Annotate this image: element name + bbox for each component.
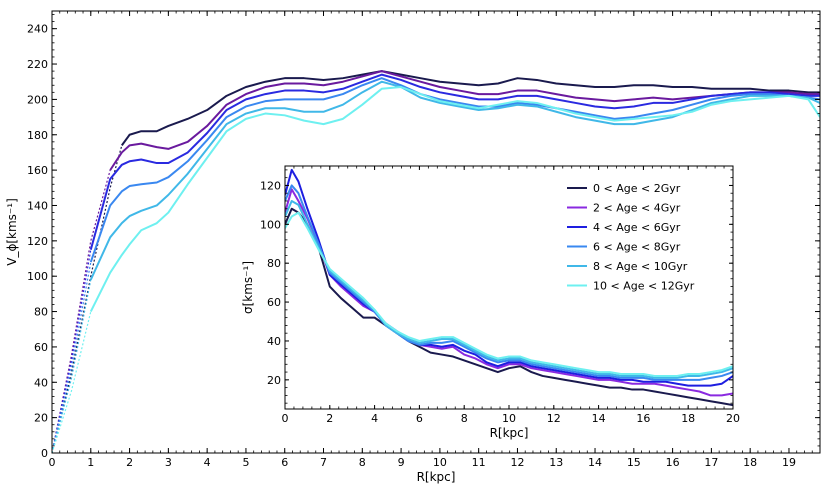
main-x-tick-label: 2 xyxy=(126,456,133,469)
main-y-tick-label: 100 xyxy=(27,270,48,283)
inset-y-ticks: 20 40 60 80 100 120 xyxy=(260,169,733,404)
legend-label: 6 < Age < 8Gyr xyxy=(593,241,681,254)
main-x-tick-label: 14 xyxy=(588,456,602,469)
inset-legend: 0 < Age < 2Gyr 2 < Age < 4Gyr 4 < Age < 6G… xyxy=(567,182,695,293)
main-series xyxy=(52,70,820,453)
main-x-tick-label: 11 xyxy=(472,456,486,469)
legend-item: 4 < Age < 6Gyr xyxy=(567,221,681,234)
main-y-tick-label: 20 xyxy=(34,412,48,425)
inset-x-tick-label: 10 xyxy=(502,412,516,425)
main-series-2-extrapolation xyxy=(52,249,92,453)
inset-series-2-line xyxy=(285,168,733,387)
main-x-tick-label: 19 xyxy=(782,456,796,469)
main-x-tick-label: 8 xyxy=(359,456,366,469)
legend-label: 0 < Age < 2Gyr xyxy=(593,182,681,195)
main-y-tick-label: 40 xyxy=(34,376,48,389)
inset-y-axis-label: σ[kms⁻¹] xyxy=(241,261,255,314)
inset-x-tick-label: 4 xyxy=(371,412,378,425)
main-x-tick-label: 6 xyxy=(281,456,288,469)
inset-y-tick-label: 40 xyxy=(267,335,281,348)
legend-label: 4 < Age < 6Gyr xyxy=(593,221,681,234)
inset-y-tick-label: 20 xyxy=(267,374,281,387)
inset-series-3-line xyxy=(285,184,733,381)
main-series-0-line xyxy=(121,70,820,146)
inset-series-1-line xyxy=(285,188,733,397)
inset-series-4-line xyxy=(285,199,733,379)
main-y-tick-label: 0 xyxy=(41,447,48,460)
main-x-tick-label: 5 xyxy=(242,456,249,469)
legend-label: 10 < Age < 12Gyr xyxy=(593,280,695,293)
inset-y-tick-label: 80 xyxy=(267,257,281,270)
main-series-4-line xyxy=(89,80,820,281)
main-series-5-line xyxy=(89,86,820,313)
main-series-4-extrapolation xyxy=(52,279,92,453)
main-y-tick-label: 220 xyxy=(27,58,48,71)
inset-x-axis-label: R[kpc] xyxy=(490,426,529,440)
inset-x-tick-label: 20 xyxy=(726,412,740,425)
inset-x-tick-label: 18 xyxy=(681,412,695,425)
legend-label: 8 < Age < 10Gyr xyxy=(593,260,688,273)
main-x-tick-label: 10 xyxy=(433,456,447,469)
legend-item: 10 < Age < 12Gyr xyxy=(567,280,695,293)
main-series-3-extrapolation xyxy=(52,261,92,453)
inset-x-tick-label: 8 xyxy=(461,412,468,425)
inset-y-tick-label: 100 xyxy=(260,218,281,231)
inset-y-tick-label: 60 xyxy=(267,296,281,309)
main-y-tick-label: 140 xyxy=(27,199,48,212)
main-x-tick-label: 0 xyxy=(49,456,56,469)
inset-y-tick-label: 120 xyxy=(260,179,281,192)
legend-item: 2 < Age < 4Gyr xyxy=(567,202,681,215)
inset-x-tick-label: 0 xyxy=(282,412,289,425)
main-x-tick-label: 16 xyxy=(666,456,680,469)
main-x-tick-label: 9 xyxy=(398,456,405,469)
inset-x-tick-label: 2 xyxy=(326,412,333,425)
main-x-tick-label: 1 xyxy=(87,456,94,469)
main-y-tick-label: 160 xyxy=(27,164,48,177)
main-x-ticks: 0 1 2 3 4 5 6 7 8 9 10 11 12 13 14 15 16 17 18 19 xyxy=(49,11,821,469)
legend-label: 2 < Age < 4Gyr xyxy=(593,202,681,215)
main-y-axis-label: V_ϕ[kms⁻¹] xyxy=(5,198,19,266)
inset-x-tick-label: 16 xyxy=(636,412,650,425)
legend-item: 0 < Age < 2Gyr xyxy=(567,182,681,195)
main-series-3-line xyxy=(89,77,820,263)
legend-item: 8 < Age < 10Gyr xyxy=(567,260,688,273)
main-x-tick-label: 13 xyxy=(549,456,563,469)
inset-x-tick-label: 6 xyxy=(416,412,423,425)
main-y-tick-label: 200 xyxy=(27,93,48,106)
inset-chart: 0 2 4 6 8 10 12 14 16 18 20 20 40 60 80 100 120 R[kpc] σ[k… xyxy=(241,165,740,440)
main-x-tick-label: 15 xyxy=(627,456,641,469)
inset-x-tick-label: 12 xyxy=(547,412,561,425)
inset-series xyxy=(285,168,733,407)
main-x-tick-label: 18 xyxy=(743,456,757,469)
main-series-0-extrapolation xyxy=(52,145,123,453)
main-x-tick-label: 12 xyxy=(510,456,524,469)
main-y-tick-label: 120 xyxy=(27,235,48,248)
inset-x-tick-label: 14 xyxy=(592,412,606,425)
inset-series-0-line xyxy=(285,207,733,407)
main-x-tick-label: 7 xyxy=(320,456,327,469)
main-axes-frame xyxy=(51,10,821,454)
main-y-tick-label: 60 xyxy=(34,341,48,354)
main-y-tick-label: 240 xyxy=(27,23,48,36)
inset-x-ticks: 0 2 4 6 8 10 12 14 16 18 20 xyxy=(282,166,740,425)
main-y-tick-label: 180 xyxy=(27,129,48,142)
main-series-2-line xyxy=(89,73,820,250)
main-x-tick-label: 4 xyxy=(204,456,211,469)
main-y-tick-label: 80 xyxy=(34,306,48,319)
main-x-tick-label: 3 xyxy=(165,456,172,469)
inset-series-5-line xyxy=(285,211,733,377)
main-x-axis-label: R[kpc] xyxy=(417,470,456,484)
legend-item: 6 < Age < 8Gyr xyxy=(567,241,681,254)
main-series-5-extrapolation xyxy=(52,311,92,453)
main-x-tick-label: 17 xyxy=(704,456,718,469)
